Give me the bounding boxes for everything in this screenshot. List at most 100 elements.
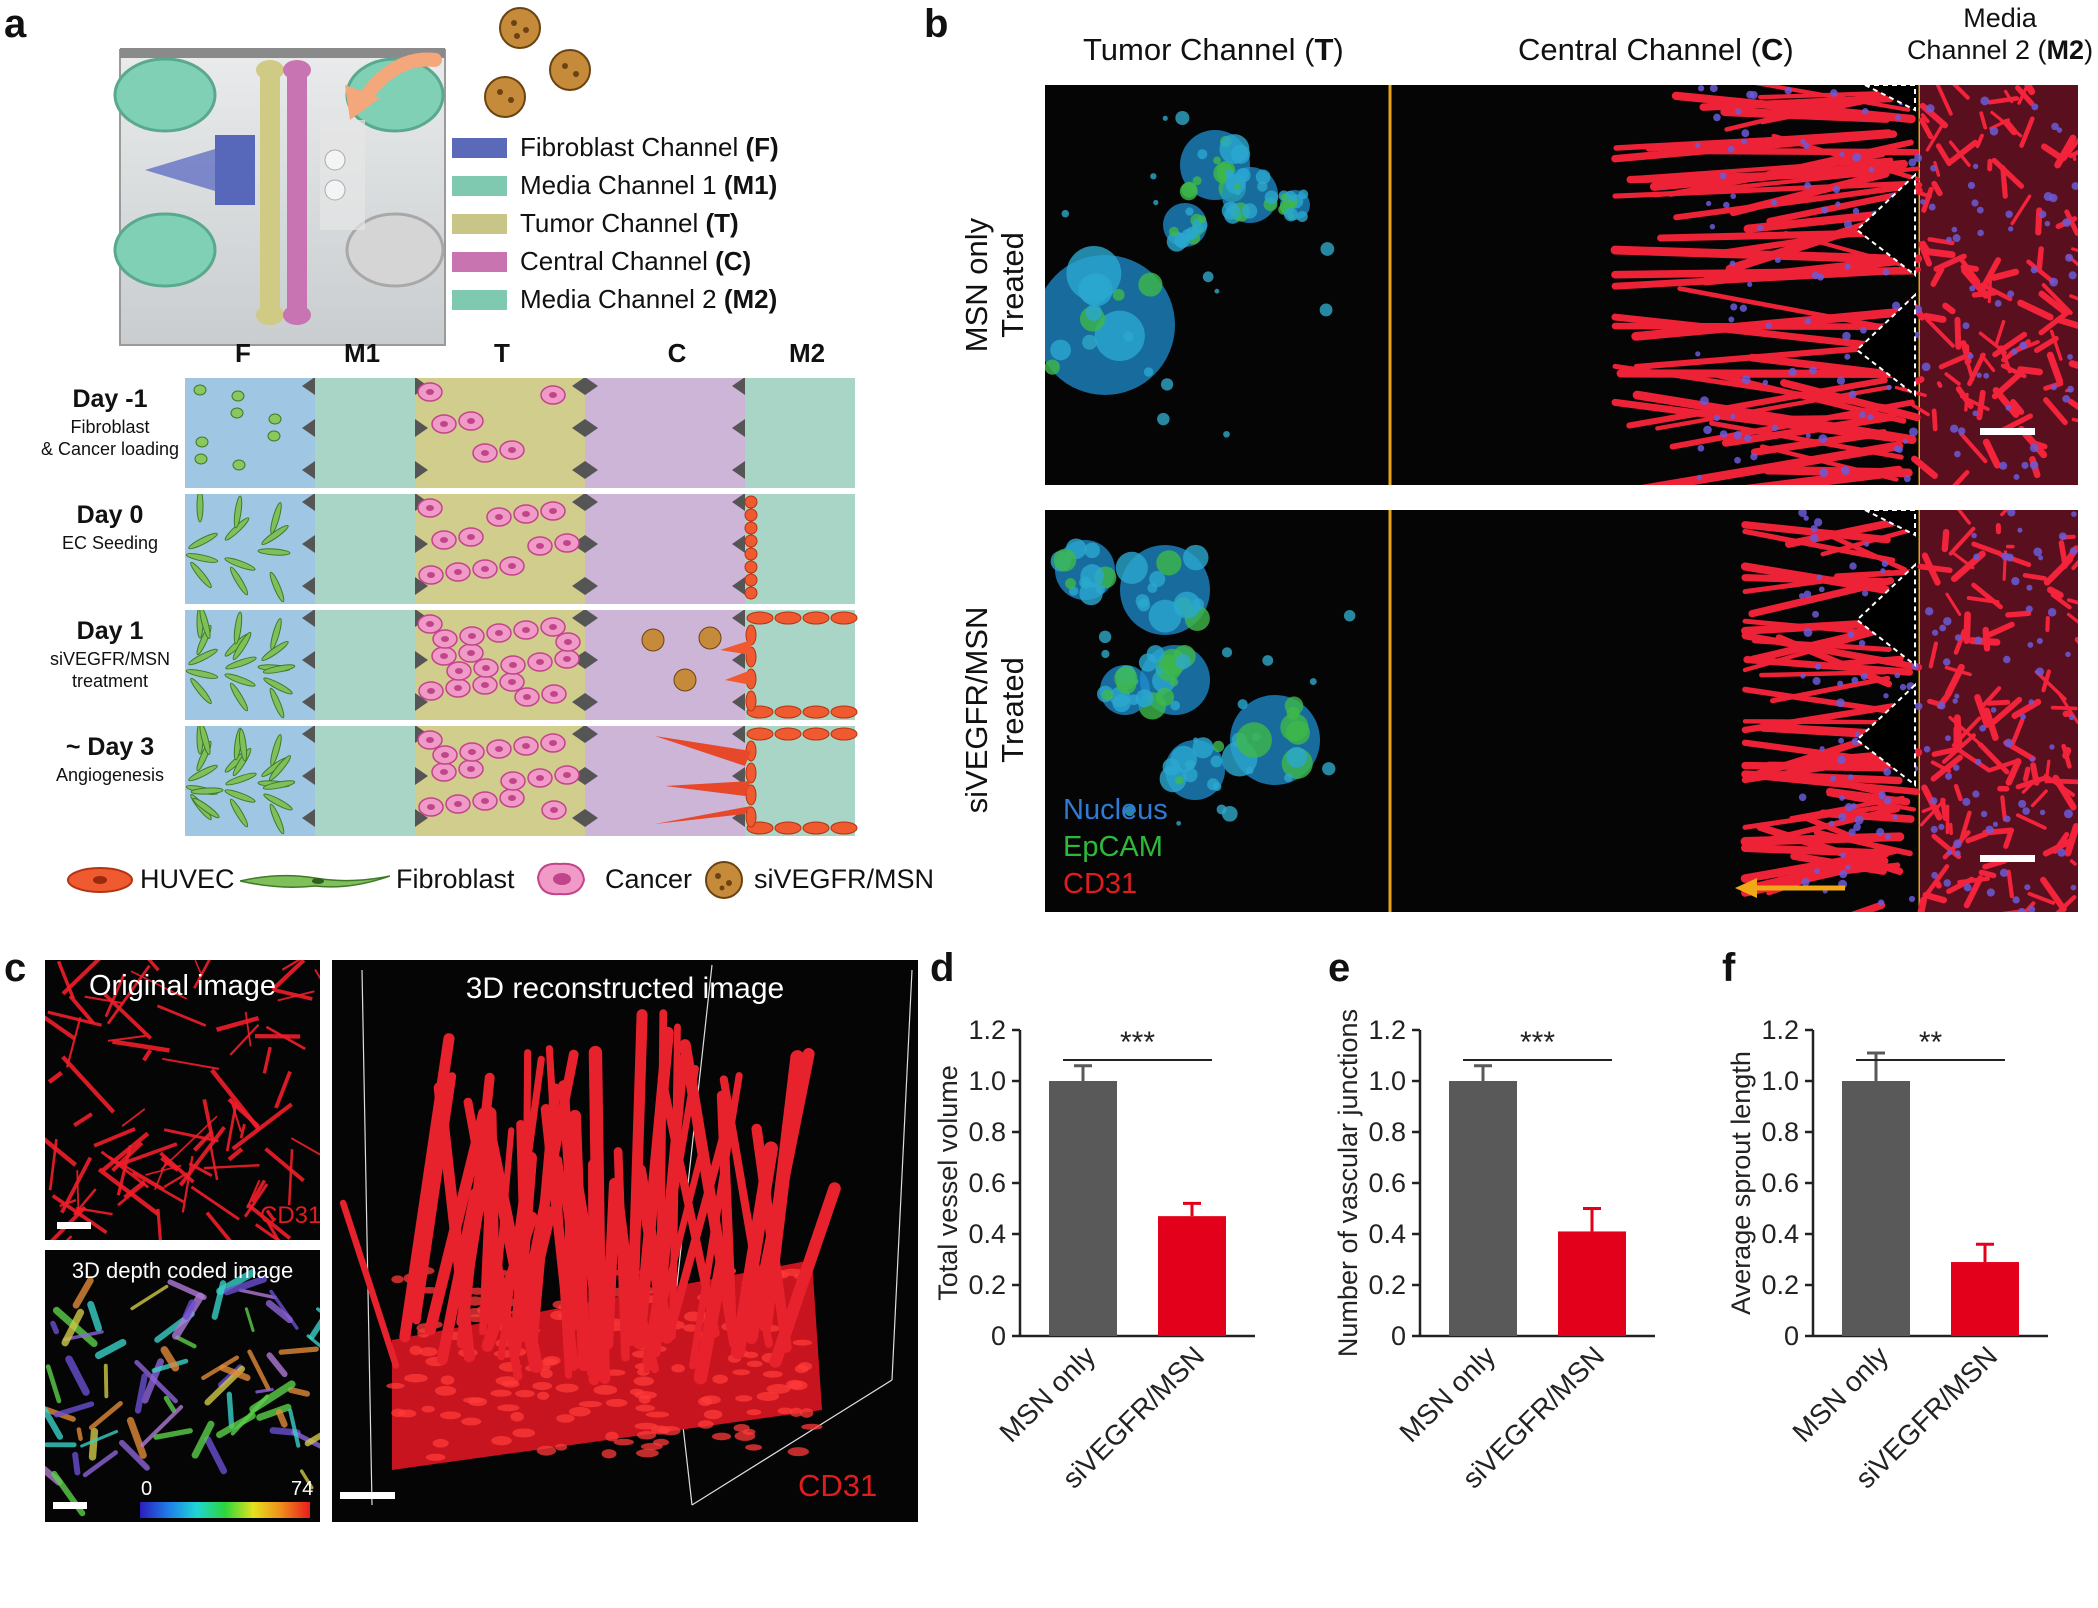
tumor-speck bbox=[1309, 678, 1317, 686]
vessel bbox=[1928, 641, 1939, 669]
vessel bbox=[1990, 268, 2020, 281]
nucleus-dot bbox=[1840, 466, 1850, 476]
nucleus-dot bbox=[1989, 126, 1999, 136]
vessel-segment bbox=[712, 1374, 728, 1384]
depth-vessel bbox=[308, 1318, 320, 1340]
vessel bbox=[1925, 123, 1945, 152]
vessel bbox=[2052, 832, 2070, 854]
vessel bbox=[1957, 748, 1991, 772]
nucleus-dot bbox=[1925, 104, 1935, 113]
sprout-vessel bbox=[1741, 618, 1885, 635]
nucleus-dot bbox=[1972, 410, 1979, 417]
tumor-cell bbox=[1296, 210, 1308, 223]
nucleus-dot bbox=[1879, 793, 1885, 800]
channel-post bbox=[732, 693, 745, 711]
vessel bbox=[1942, 302, 1956, 315]
fibroblast-cell bbox=[196, 494, 204, 523]
vessel bbox=[2064, 822, 2078, 857]
vessel-segment bbox=[419, 1347, 438, 1357]
nucleus-dot bbox=[1703, 425, 1712, 435]
depth-vessel bbox=[219, 1364, 251, 1381]
channel-name: Tumor Channel bbox=[520, 208, 706, 238]
huvec-cell bbox=[802, 727, 830, 741]
channel-post bbox=[732, 419, 745, 437]
channel-post bbox=[732, 610, 745, 627]
cancer-nucleus bbox=[522, 627, 530, 633]
depth-vessel bbox=[160, 1346, 180, 1372]
vessel-segment bbox=[555, 1383, 579, 1393]
nucleus-dot bbox=[1983, 372, 1990, 379]
nucleus-dot bbox=[2063, 809, 2073, 819]
tumor-cell bbox=[1185, 759, 1196, 770]
msn-particle bbox=[673, 668, 697, 692]
depth-vessel bbox=[299, 1469, 314, 1490]
channel-post bbox=[585, 378, 598, 395]
vessel bbox=[1952, 85, 1970, 100]
tumor-speck bbox=[1223, 430, 1230, 438]
depth-min-label: 0 bbox=[141, 1478, 153, 1500]
sprout-vessel bbox=[1851, 901, 1886, 912]
vessel bbox=[1963, 611, 1971, 645]
y-tick-label: 0 bbox=[1784, 1321, 1799, 1351]
y-axis-label: Total vessel volume bbox=[933, 1065, 963, 1301]
channel-abbr: (T) bbox=[705, 208, 739, 238]
vessel bbox=[1958, 810, 1972, 844]
nucleus-dot bbox=[1819, 746, 1825, 752]
vessel-segment bbox=[497, 1404, 520, 1412]
nucleus-dot bbox=[1963, 883, 1972, 892]
channel-post bbox=[302, 378, 315, 395]
nucleus-dot bbox=[1943, 879, 1951, 887]
vessel bbox=[1987, 96, 2020, 105]
depth-vessel bbox=[80, 1429, 119, 1448]
fibroblast-cell bbox=[192, 797, 220, 819]
vessel bbox=[2000, 165, 2008, 199]
vessel bbox=[1936, 381, 1943, 388]
channel-post bbox=[585, 419, 598, 437]
depth-vessel bbox=[278, 1346, 319, 1355]
sprout-vessel bbox=[412, 1072, 457, 1325]
channel-abbr: (M1) bbox=[723, 170, 778, 200]
vessel bbox=[1941, 528, 1950, 553]
sprout-vessel bbox=[1611, 322, 1903, 330]
channel-legend-item: Media Channel 2 (M2) bbox=[452, 282, 832, 318]
bounding-box-line bbox=[691, 1379, 893, 1506]
cancer-nucleus bbox=[467, 418, 475, 424]
row1-label-line1: MSN only bbox=[959, 217, 994, 353]
nucleus-dot bbox=[1798, 793, 1807, 802]
vessel bbox=[244, 1011, 252, 1047]
nucleus-dot bbox=[1750, 452, 1758, 461]
tumor-cell bbox=[1255, 169, 1271, 185]
tumor-speck bbox=[1193, 737, 1199, 743]
vessel bbox=[1931, 180, 1943, 197]
sprout-vessel bbox=[633, 1163, 674, 1344]
depth-vessel bbox=[130, 1284, 169, 1311]
vessel bbox=[2050, 592, 2072, 610]
fibroblast-cell bbox=[267, 430, 281, 442]
tumor-cell bbox=[1219, 134, 1250, 164]
nucleus-dot bbox=[2030, 266, 2038, 274]
nucleus-dot bbox=[1967, 181, 1976, 190]
channel-post bbox=[732, 461, 745, 479]
channel-name: Fibroblast Channel bbox=[520, 132, 746, 162]
nucleus-dot bbox=[2067, 385, 2074, 393]
timeline-row-drawing bbox=[185, 610, 858, 720]
fibroblast-cell bbox=[269, 803, 285, 835]
sprout-vessel bbox=[1773, 470, 1893, 485]
nucleus-dot bbox=[2069, 547, 2078, 555]
depth-vessel bbox=[256, 1403, 292, 1421]
tumor-speck bbox=[1176, 820, 1182, 826]
panel-label-a: a bbox=[4, 2, 27, 46]
sprout-vessel bbox=[1640, 441, 1904, 485]
channel-legend-label: Tumor Channel (T) bbox=[520, 208, 739, 239]
bar bbox=[1158, 1216, 1226, 1336]
depth-vessel bbox=[134, 1373, 148, 1414]
depth-vessel bbox=[247, 1349, 271, 1391]
nucleus-dot bbox=[1705, 200, 1712, 207]
scale-bar bbox=[1980, 855, 2035, 862]
y-tick-label: 0.2 bbox=[1761, 1270, 1799, 1300]
nucleus-dot bbox=[1943, 617, 1952, 626]
panel-label-b: b bbox=[924, 2, 949, 46]
nucleus-dot bbox=[2027, 642, 2034, 648]
channel-cell bbox=[315, 726, 415, 836]
